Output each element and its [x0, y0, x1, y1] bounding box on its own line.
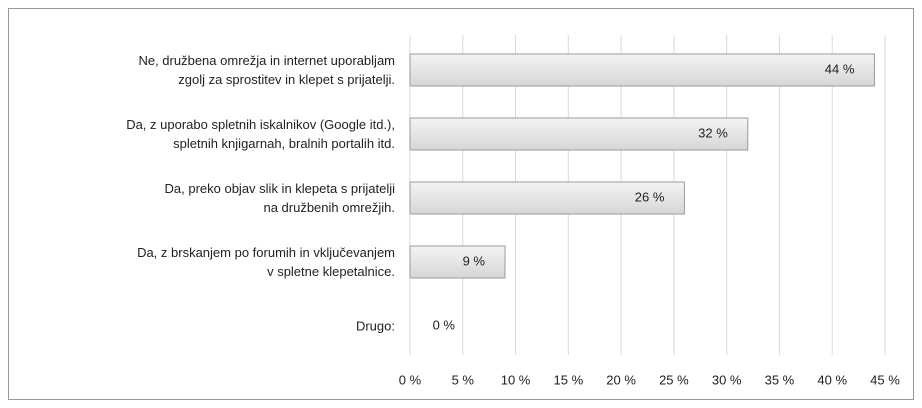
- x-tick-label: 20 %: [606, 372, 636, 387]
- x-tick-label: 40 %: [817, 372, 847, 387]
- y-tick-label: Da, preko objav slik in klepeta s prijat…: [164, 181, 396, 215]
- x-tick-label: 35 %: [765, 372, 795, 387]
- x-tick-label: 10 %: [501, 372, 531, 387]
- bar: [409, 245, 506, 279]
- bar: [409, 117, 749, 151]
- bar: [409, 53, 875, 87]
- x-tick-label: 15 %: [554, 372, 584, 387]
- data-label: 44 %: [825, 61, 855, 76]
- y-tick-label: Da, z uporabo spletnih iskalnikov (Googl…: [126, 117, 395, 151]
- x-tick-label: 5 %: [452, 372, 475, 387]
- data-label: 0 %: [433, 317, 456, 332]
- y-tick-label: Da, z brskanjem po forumih in vključevan…: [137, 245, 395, 279]
- x-tick-label: 30 %: [712, 372, 742, 387]
- data-label: 32 %: [698, 125, 728, 140]
- y-tick-label: Drugo:: [355, 318, 395, 334]
- x-tick-label: 25 %: [659, 372, 689, 387]
- data-label: 26 %: [635, 189, 665, 204]
- y-tick-label: Ne, družbena omrežja in internet uporabl…: [138, 53, 395, 87]
- x-tick-label: 0 %: [399, 372, 422, 387]
- x-tick-label: 45 %: [870, 372, 900, 387]
- bar: [409, 181, 685, 215]
- data-label: 9 %: [463, 253, 486, 268]
